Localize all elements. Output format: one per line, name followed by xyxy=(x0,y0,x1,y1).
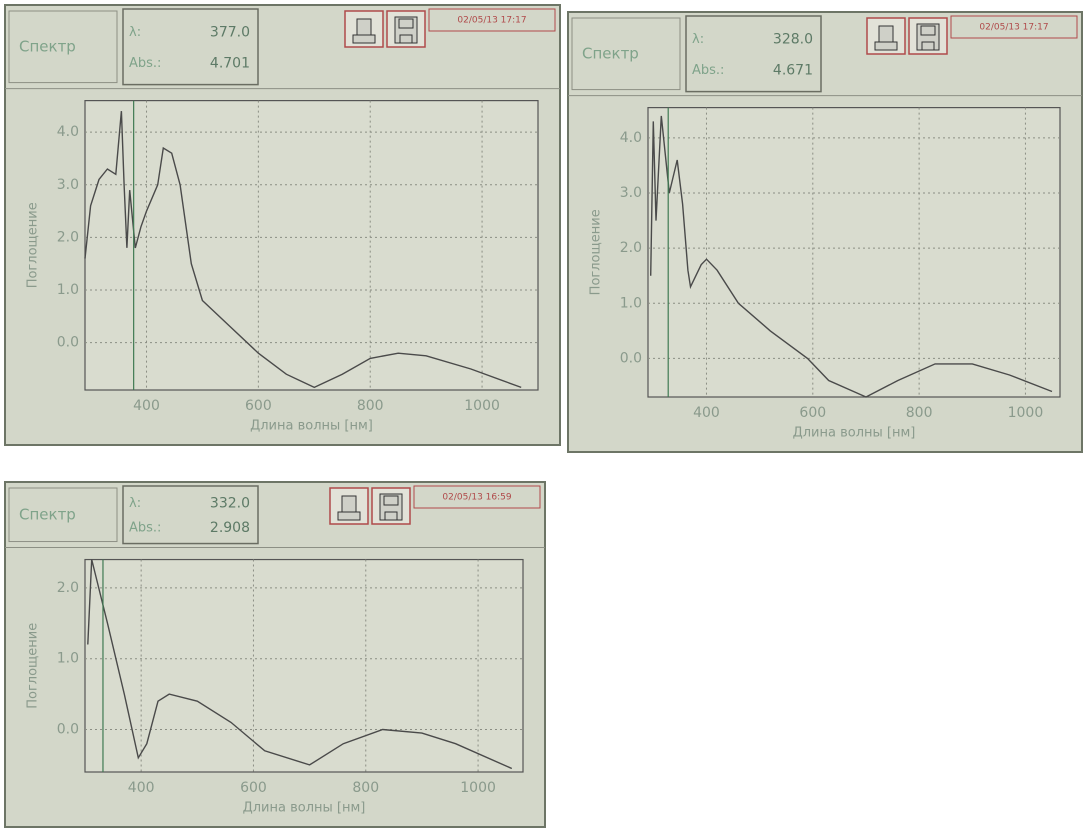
screen-title: Спектр xyxy=(19,37,76,55)
x-tick-label: 1000 xyxy=(1008,405,1044,421)
x-tick-label: 800 xyxy=(906,405,933,421)
screens: Спектр λ: 377.0 Abs.: 4.701 02/05/13 17:17 400… xyxy=(0,0,1087,829)
date-time: 02/05/13 16:59 xyxy=(442,493,511,503)
screen: Спектр λ: 377.0 Abs.: 4.701 02/05/13 17:17 400… xyxy=(5,5,560,445)
x-tick-label: 800 xyxy=(352,780,379,796)
date-time: 02/05/13 17:17 xyxy=(457,16,526,26)
y-tick-label: 0.0 xyxy=(57,335,79,351)
y-axis-label: Поглощение xyxy=(26,202,41,288)
y-tick-label: 4.0 xyxy=(57,124,79,140)
abs-value: 4.671 xyxy=(773,63,813,79)
abs-label: Abs.: xyxy=(129,56,161,71)
y-tick-label: 1.0 xyxy=(57,651,79,667)
abs-value: 4.701 xyxy=(210,56,250,72)
screen-title: Спектр xyxy=(19,505,76,523)
cursor-label: λ: xyxy=(692,32,704,47)
x-axis-label: Длина волны [нм] xyxy=(243,801,366,816)
y-tick-label: 0.0 xyxy=(620,350,642,366)
plot-area xyxy=(648,108,1060,397)
x-tick-label: 600 xyxy=(240,780,267,796)
save-icon xyxy=(917,24,939,50)
cursor-value: 332.0 xyxy=(210,496,250,512)
x-tick-label: 400 xyxy=(133,398,160,414)
abs-value: 2.908 xyxy=(210,520,250,536)
y-axis-label: Поглощение xyxy=(589,209,604,295)
y-tick-label: 1.0 xyxy=(57,282,79,298)
save-icon xyxy=(395,17,417,43)
y-axis-label: Поглощение xyxy=(26,623,41,709)
screen-title: Спектр xyxy=(582,44,639,62)
x-tick-label: 800 xyxy=(357,398,384,414)
cursor-value: 328.0 xyxy=(773,32,813,48)
plot-area xyxy=(85,560,523,772)
cursor-label: λ: xyxy=(129,25,141,40)
cursor-value: 377.0 xyxy=(210,25,250,41)
y-tick-label: 0.0 xyxy=(57,722,79,738)
x-axis-label: Длина волны [нм] xyxy=(250,419,373,434)
y-tick-label: 1.0 xyxy=(620,295,642,311)
cursor-label: λ: xyxy=(129,496,141,511)
x-tick-label: 1000 xyxy=(464,398,500,414)
y-tick-label: 3.0 xyxy=(620,185,642,201)
x-tick-label: 400 xyxy=(693,405,720,421)
x-tick-label: 600 xyxy=(799,405,826,421)
screen: Спектр λ: 332.0 Abs.: 2.908 02/05/13 16:59 400… xyxy=(5,482,545,827)
x-axis-label: Длина волны [нм] xyxy=(793,426,916,441)
y-tick-label: 2.0 xyxy=(57,229,79,245)
x-tick-label: 600 xyxy=(245,398,272,414)
y-tick-label: 2.0 xyxy=(620,240,642,256)
date-time: 02/05/13 17:17 xyxy=(979,23,1048,33)
screen: Спектр λ: 328.0 Abs.: 4.671 02/05/13 17:17 400… xyxy=(568,12,1082,452)
y-tick-label: 4.0 xyxy=(620,130,642,146)
save-icon xyxy=(380,494,402,520)
abs-label: Abs.: xyxy=(129,520,161,535)
x-tick-label: 1000 xyxy=(460,780,496,796)
x-tick-label: 400 xyxy=(128,780,155,796)
abs-label: Abs.: xyxy=(692,63,724,78)
y-tick-label: 2.0 xyxy=(57,580,79,596)
y-tick-label: 3.0 xyxy=(57,177,79,193)
plot-area xyxy=(85,101,538,390)
